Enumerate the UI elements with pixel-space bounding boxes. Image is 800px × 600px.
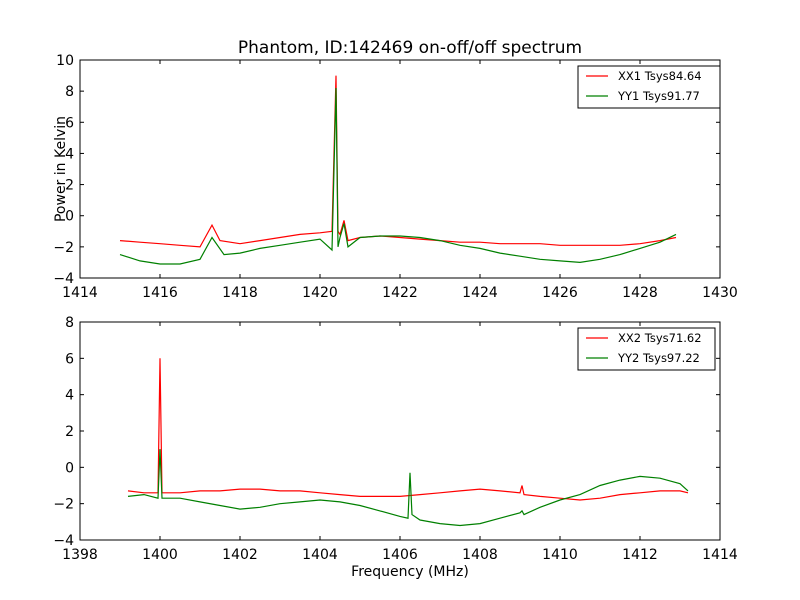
y-tick-label: 10 xyxy=(56,53,74,69)
upper-plot: 1414 1416 1418 1420 1422 1424 1426 1428 1430 10 8 6… xyxy=(53,53,737,301)
x-tick-label: 1410 xyxy=(542,547,578,563)
x-tick-label: 1422 xyxy=(382,285,418,301)
x-tick-label: 1420 xyxy=(302,285,338,301)
x-tick-label: 1414 xyxy=(702,547,738,563)
x-tick-label: 1414 xyxy=(62,285,98,301)
x-tick-label: 1406 xyxy=(382,547,418,563)
legend-label: XX1 Tsys84.64 xyxy=(618,69,702,83)
x-tick-label: 1418 xyxy=(222,285,258,301)
figure-title: Phantom, ID:142469 on-off/off spectrum xyxy=(238,38,582,58)
x-tick-label: 1408 xyxy=(462,547,498,563)
series-line-yy1 xyxy=(119,87,677,265)
y-tick-label: 4 xyxy=(65,388,74,404)
y-tick-label: 4 xyxy=(65,146,74,162)
y-tick-label: 8 xyxy=(65,84,74,100)
legend-box xyxy=(577,327,716,371)
y-tick-label: 0 xyxy=(65,209,74,225)
y-tick-label: −4 xyxy=(53,271,74,287)
y-tick-label: 8 xyxy=(65,315,74,331)
y-tick-label: 6 xyxy=(65,351,74,367)
legend: XX2 Tsys71.62 YY2 Tsys97.22 xyxy=(577,327,716,371)
x-tick-label: 1404 xyxy=(302,547,338,563)
y-axis-label: Power in Kelvin xyxy=(53,116,69,222)
x-axis-label: Frequency (MHz) xyxy=(351,564,469,580)
legend-label: YY1 Tsys91.77 xyxy=(617,89,700,103)
y-tick-label: −2 xyxy=(53,240,74,256)
x-tick-label: 1400 xyxy=(142,547,178,563)
y-tick-label: −2 xyxy=(53,497,74,513)
x-tick-label: 1430 xyxy=(702,285,738,301)
x-tick-label: 1398 xyxy=(62,547,98,563)
legend-label: XX2 Tsys71.62 xyxy=(618,331,702,345)
x-tick-label: 1416 xyxy=(142,285,178,301)
y-tick-label: 2 xyxy=(65,178,74,194)
x-tick-label: 1412 xyxy=(622,547,658,563)
series-line-xx2 xyxy=(127,358,689,501)
x-tick-label: 1428 xyxy=(622,285,658,301)
y-tick-label: 6 xyxy=(65,115,74,131)
series-line-xx1 xyxy=(119,75,677,248)
y-tick-label: −4 xyxy=(53,533,74,549)
x-tick-label: 1402 xyxy=(222,547,258,563)
series-line-yy2 xyxy=(127,449,689,527)
x-tick-label: 1426 xyxy=(542,285,578,301)
legend-box xyxy=(577,65,721,109)
legend-label: YY2 Tsys97.22 xyxy=(617,351,700,365)
x-tick-label: 1424 xyxy=(462,285,498,301)
y-tick-label: 2 xyxy=(65,424,74,440)
lower-plot: 1398 1400 1402 1404 1406 1408 1410 1412 1414 8 6 4 2… xyxy=(53,315,738,563)
y-tick-label: 0 xyxy=(65,460,74,476)
legend: XX1 Tsys84.64 YY1 Tsys91.77 xyxy=(577,65,721,109)
